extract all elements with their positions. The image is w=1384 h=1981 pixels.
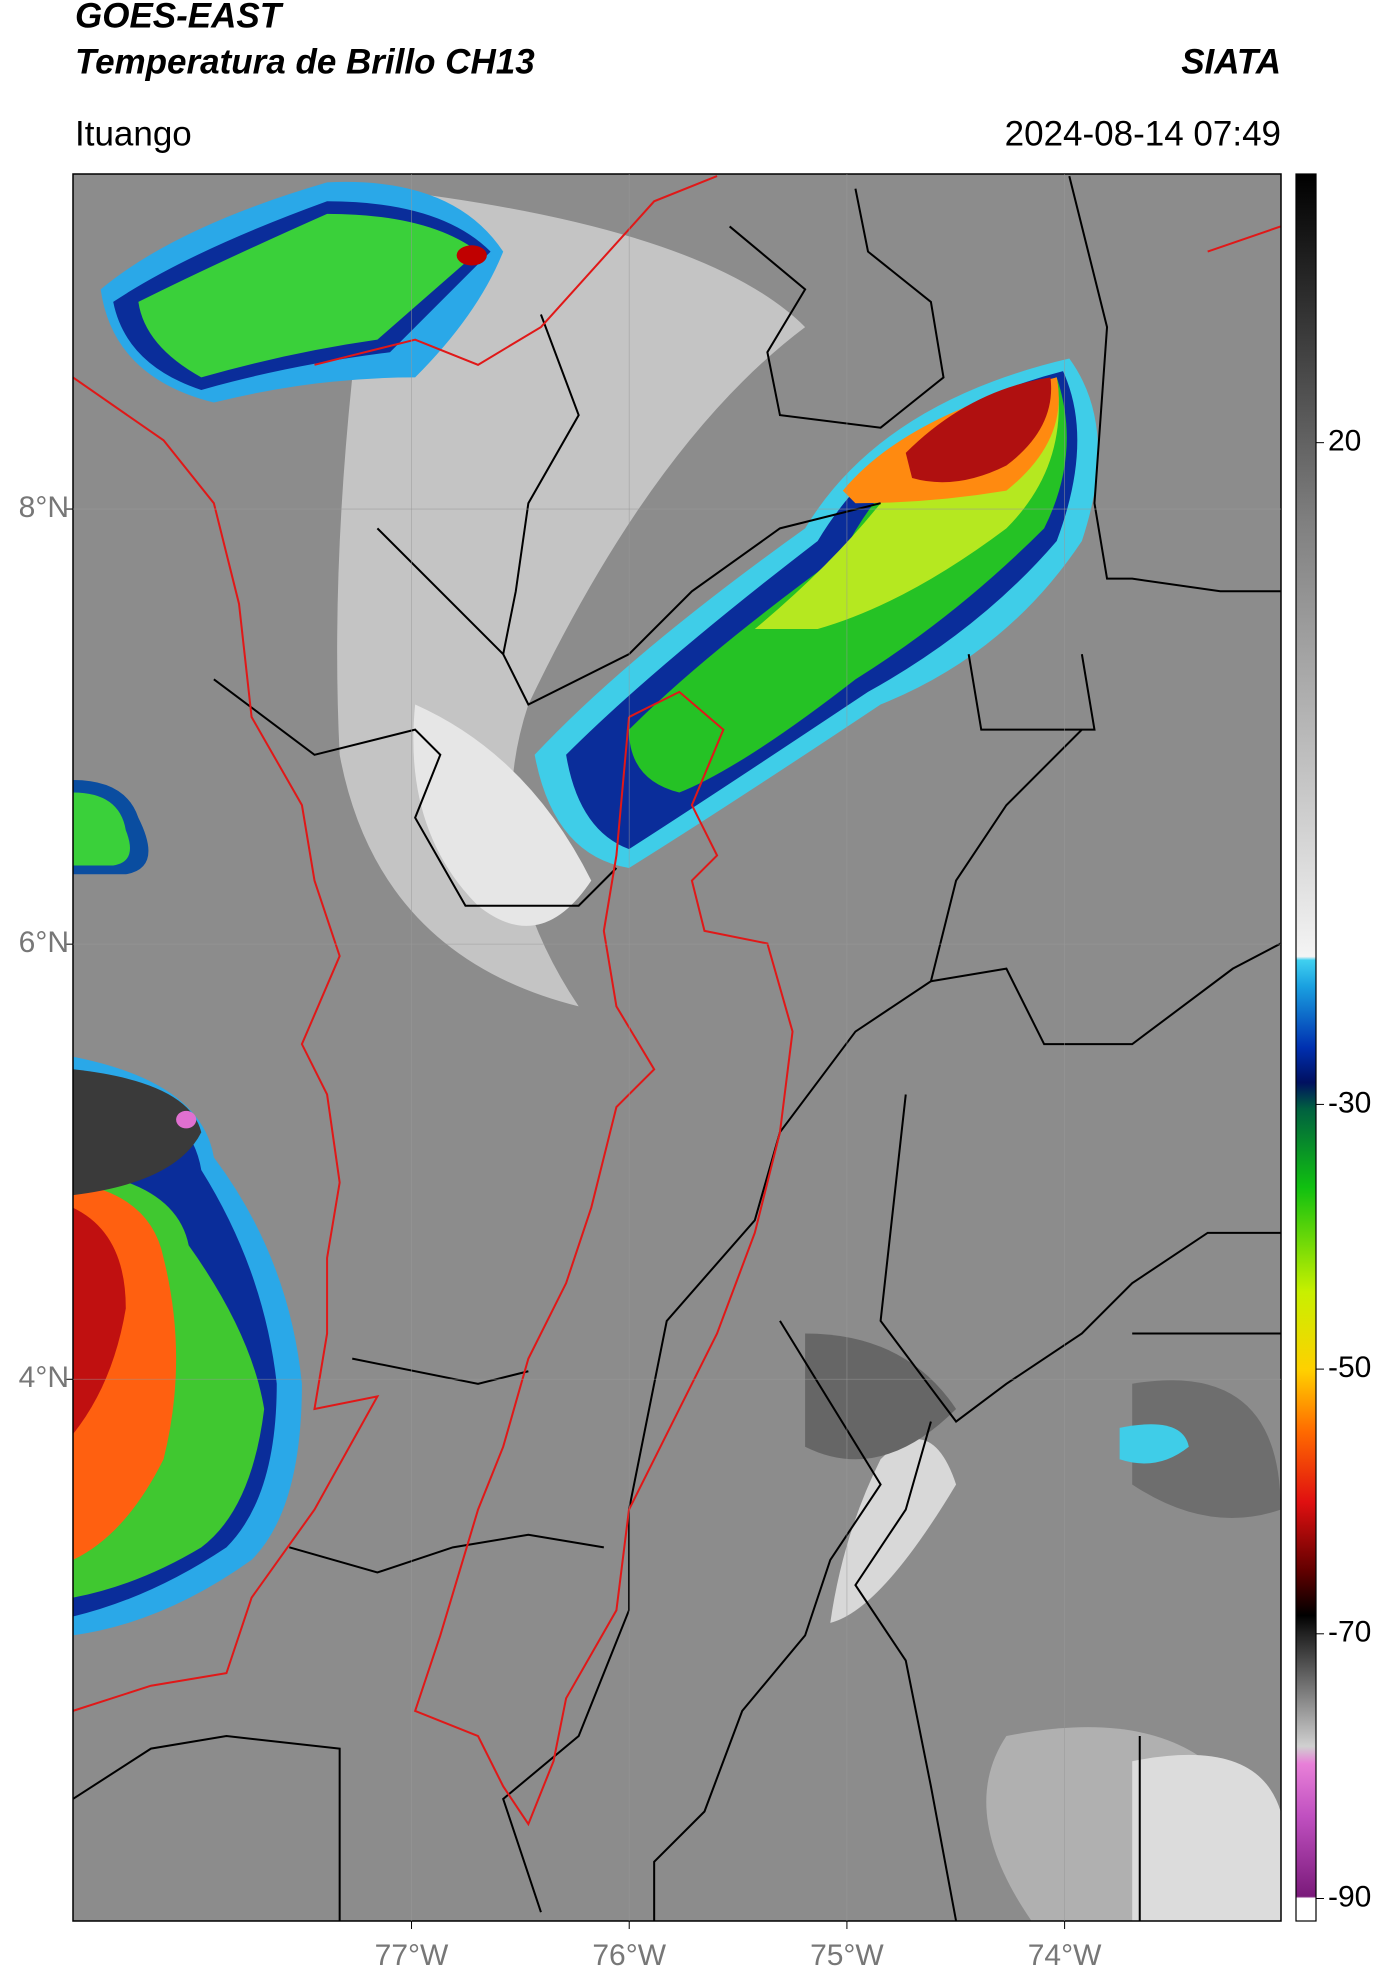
location: Ituango — [75, 114, 192, 153]
y-tick-label: 6°N — [19, 926, 69, 959]
x-tick-label: 77°W — [375, 1939, 449, 1972]
colorbar-tick-label: -30 — [1328, 1086, 1371, 1119]
y-tick-label: 4°N — [19, 1361, 69, 1394]
x-tick-label: 75°W — [810, 1939, 884, 1972]
satellite-image — [73, 174, 1281, 1921]
y-tick-label: 8°N — [19, 491, 69, 524]
colorbar-tick-label: -90 — [1328, 1880, 1371, 1913]
brand: SIATA — [1181, 42, 1281, 81]
title-line1: GOES-EAST — [75, 0, 284, 35]
colorbar-tick-label: -70 — [1328, 1616, 1371, 1649]
colorbar-tick-label: 20 — [1328, 425, 1361, 458]
title-line2: Temperatura de Brillo CH13 — [75, 42, 535, 81]
x-tick-label: 76°W — [592, 1939, 666, 1972]
timestamp: 2024-08-14 07:49 — [1005, 114, 1281, 153]
map-frame — [72, 173, 1282, 1922]
colorbar-tick-label: -50 — [1328, 1351, 1371, 1384]
colorbar — [1295, 173, 1317, 1922]
x-tick-label: 74°W — [1028, 1939, 1102, 1972]
